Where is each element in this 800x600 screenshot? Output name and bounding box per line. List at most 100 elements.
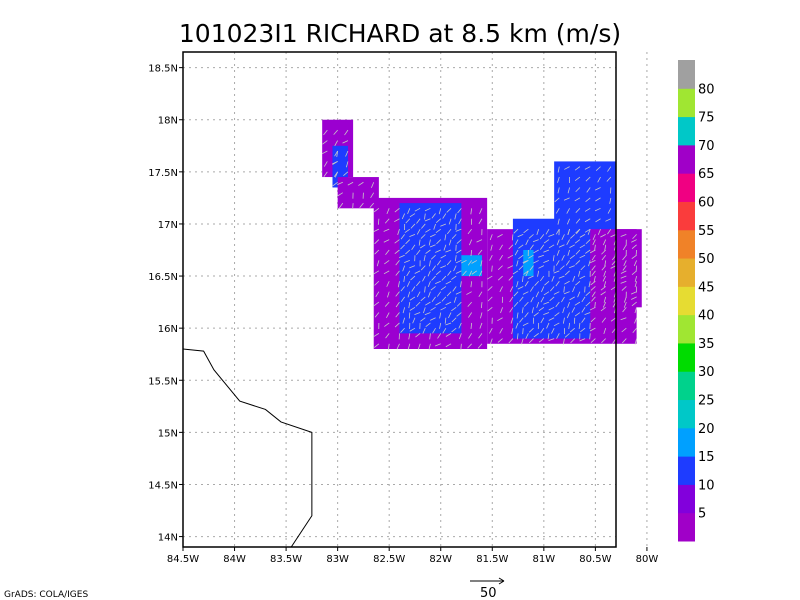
wind-arrow (395, 270, 400, 276)
wind-arrow (428, 239, 431, 246)
colorbar-label: 30 (698, 365, 715, 380)
y-tick-label: 14N (158, 533, 178, 544)
wind-arrow (451, 275, 457, 280)
wind-arrow (409, 327, 416, 332)
wind-arrow (587, 229, 591, 235)
wind-arrow (451, 327, 457, 333)
x-tick-label: 82.5W (373, 554, 405, 565)
wind-arrow (453, 265, 457, 272)
wind-arrow (511, 328, 514, 335)
wind-arrow (536, 229, 540, 235)
wind-arrow (446, 208, 452, 213)
wind-arrow (499, 327, 503, 334)
wind-arrow (409, 265, 416, 269)
wind-arrow (438, 208, 442, 215)
wind-arrow (621, 338, 627, 344)
wind-arrow (427, 291, 431, 298)
colorbar-label: 45 (698, 280, 715, 295)
wind-arrow (470, 208, 473, 215)
wind-arrow (589, 327, 596, 332)
wind-arrow (575, 218, 581, 224)
wind-arrow (529, 244, 534, 250)
wind-arrow (424, 207, 431, 212)
wind-arrow (431, 275, 436, 281)
wind-arrow (558, 244, 565, 248)
wind-arrow (386, 208, 390, 215)
wind-arrow (522, 275, 524, 283)
wind-arrow (334, 171, 339, 178)
wind-arrow (631, 244, 637, 250)
wind-arrow (513, 228, 519, 234)
wind-arrow (620, 317, 627, 321)
wind-arrow (430, 286, 436, 291)
colorbar-label: 70 (698, 139, 715, 154)
wind-arrow (569, 244, 575, 249)
wind-arrow (610, 317, 617, 322)
wind-arrow (431, 296, 436, 302)
wind-arrow (467, 343, 472, 349)
wind-arrow (431, 213, 436, 219)
wind-arrow (581, 307, 586, 313)
wind-arrow (600, 234, 606, 238)
wind-arrow (553, 291, 560, 295)
wind-arrow (528, 327, 534, 333)
wind-arrow (416, 228, 421, 235)
wind-arrow (531, 307, 534, 314)
x-axis-ticks: 84.5W 84W 83.5W 83W 82.5W 82W 81.5W 81W 80.5W 80W (167, 547, 658, 565)
wind-arrow (548, 317, 555, 321)
wind-arrow (540, 275, 545, 282)
wind-arrow (321, 150, 328, 155)
wind-arrow (334, 140, 338, 147)
wind-arrow (402, 265, 406, 272)
wind-arrow (509, 296, 514, 303)
wind-arrow (373, 228, 380, 233)
scale-arrow-icon (498, 577, 505, 585)
wind-arrow (479, 270, 483, 277)
wind-arrow (497, 265, 503, 271)
wind-arrow (419, 244, 426, 249)
wind-arrow (404, 260, 410, 264)
colorbar-swatch (678, 229, 695, 259)
wind-arrow (444, 234, 447, 241)
wind-arrow (422, 275, 426, 282)
wind-arrow (425, 301, 431, 306)
wind-arrow (476, 239, 483, 243)
wind-arrow (369, 202, 375, 208)
wind-arrow (507, 265, 514, 269)
wind-arrow (384, 322, 390, 327)
wind-arrow (435, 301, 441, 306)
wind-arrow (564, 166, 570, 170)
wind-arrow (536, 301, 540, 308)
wind-arrow (518, 265, 524, 271)
colorbar-label: 80 (698, 82, 715, 97)
wind-arrow (557, 218, 560, 225)
wind-arrow (377, 218, 380, 225)
wind-arrow (539, 234, 545, 240)
wind-arrow (564, 280, 570, 285)
wind-arrow (509, 307, 514, 313)
wind-arrow (415, 333, 421, 338)
wind-arrow (540, 296, 545, 303)
wind-arrow (462, 270, 467, 276)
colorbar-label: 10 (698, 478, 715, 493)
wind-arrow (414, 312, 421, 316)
wind-arrow (517, 234, 524, 238)
wind-arrow (420, 296, 426, 302)
wind-arrow (435, 270, 441, 275)
wind-arrow (345, 161, 349, 168)
wind-arrow (394, 218, 400, 223)
wind-arrow (455, 260, 462, 264)
wind-arrow (430, 317, 436, 321)
colorbar: 5 10 15 20 25 30 35 40 45 50 55 60 65 70 75 80 (678, 60, 715, 542)
wind-arrow (429, 260, 431, 267)
wind-arrow (609, 197, 612, 204)
wind-arrow (500, 307, 503, 314)
wind-arrow (427, 270, 431, 277)
wind-arrow (395, 260, 400, 266)
wind-arrow (396, 343, 400, 350)
wind-arrow (604, 244, 607, 251)
x-tick-label: 80W (636, 554, 659, 565)
wind-arrow (489, 338, 493, 345)
wind-arrow (553, 270, 560, 274)
wind-arrow (395, 301, 400, 308)
